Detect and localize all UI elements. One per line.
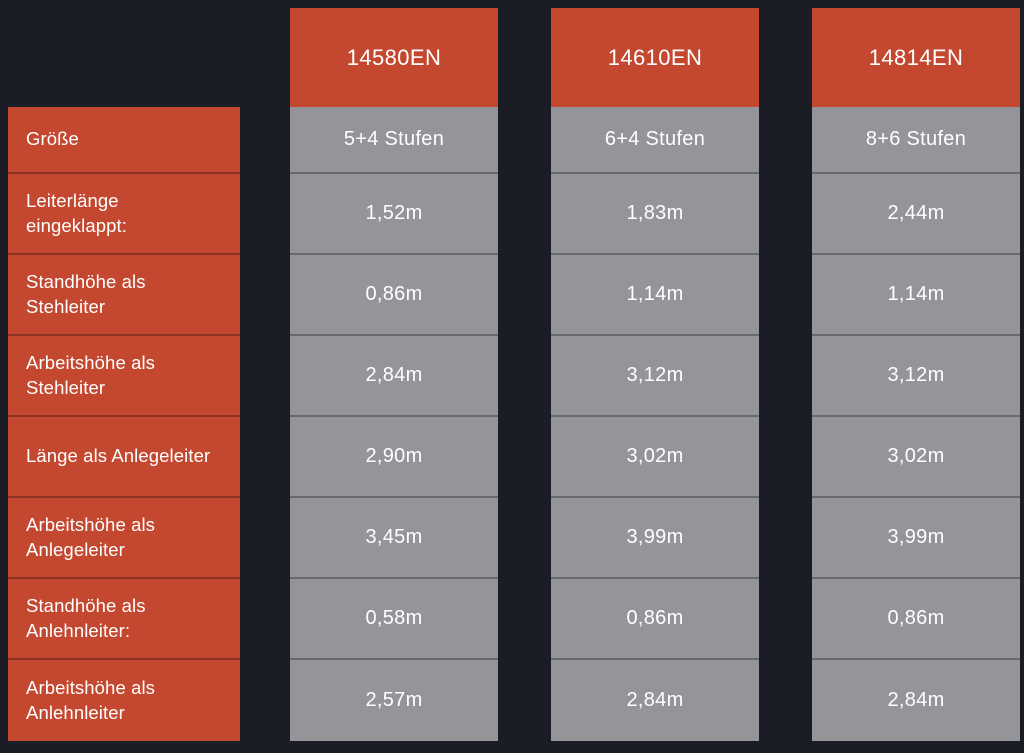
data-cell: 0,86m <box>551 579 759 660</box>
data-cell: 6+4 Stufen <box>551 107 759 174</box>
data-cell: 1,52m <box>290 174 498 255</box>
row-label: Arbeitshöhe als Anlehnleiter <box>8 660 240 741</box>
data-cell: 3,99m <box>551 498 759 579</box>
data-cell: 3,02m <box>551 417 759 498</box>
data-cell: 5+4 Stufen <box>290 107 498 174</box>
column-header: 14580EN <box>290 8 498 107</box>
column-body: 6+4 Stufen 1,83m 1,14m 3,12m 3,02m 3,99m… <box>551 107 759 741</box>
data-cell: 0,86m <box>812 579 1020 660</box>
data-cell: 3,02m <box>812 417 1020 498</box>
product-column: 14580EN 5+4 Stufen 1,52m 0,86m 2,84m 2,9… <box>290 8 498 741</box>
row-label: Arbeitshöhe als Stehleiter <box>8 336 240 417</box>
data-cell: 3,12m <box>812 336 1020 417</box>
product-column: 14610EN 6+4 Stufen 1,83m 1,14m 3,12m 3,0… <box>551 8 759 741</box>
data-cell: 3,12m <box>551 336 759 417</box>
data-cell: 2,44m <box>812 174 1020 255</box>
data-cell: 0,58m <box>290 579 498 660</box>
column-body: 5+4 Stufen 1,52m 0,86m 2,84m 2,90m 3,45m… <box>290 107 498 741</box>
column-header: 14814EN <box>812 8 1020 107</box>
data-cell: 2,84m <box>812 660 1020 741</box>
column-body: 8+6 Stufen 2,44m 1,14m 3,12m 3,02m 3,99m… <box>812 107 1020 741</box>
row-label-column: Größe Leiterlänge eingeklappt: Standhöhe… <box>8 107 240 741</box>
data-cell: 2,90m <box>290 417 498 498</box>
row-label: Standhöhe als Stehleiter <box>8 255 240 336</box>
data-cell: 3,45m <box>290 498 498 579</box>
data-cell: 2,84m <box>551 660 759 741</box>
row-label: Standhöhe als Anlehnleiter: <box>8 579 240 660</box>
data-cell: 1,83m <box>551 174 759 255</box>
data-cell: 2,57m <box>290 660 498 741</box>
column-header: 14610EN <box>551 8 759 107</box>
data-cell: 3,99m <box>812 498 1020 579</box>
data-cell: 1,14m <box>812 255 1020 336</box>
data-cell: 1,14m <box>551 255 759 336</box>
product-column: 14814EN 8+6 Stufen 2,44m 1,14m 3,12m 3,0… <box>812 8 1020 741</box>
row-label: Arbeitshöhe als Anlegeleiter <box>8 498 240 579</box>
row-label: Größe <box>8 107 240 174</box>
data-cell: 0,86m <box>290 255 498 336</box>
data-cell: 8+6 Stufen <box>812 107 1020 174</box>
row-label: Leiterlänge eingeklappt: <box>8 174 240 255</box>
row-label: Länge als Anlegeleiter <box>8 417 240 498</box>
data-cell: 2,84m <box>290 336 498 417</box>
